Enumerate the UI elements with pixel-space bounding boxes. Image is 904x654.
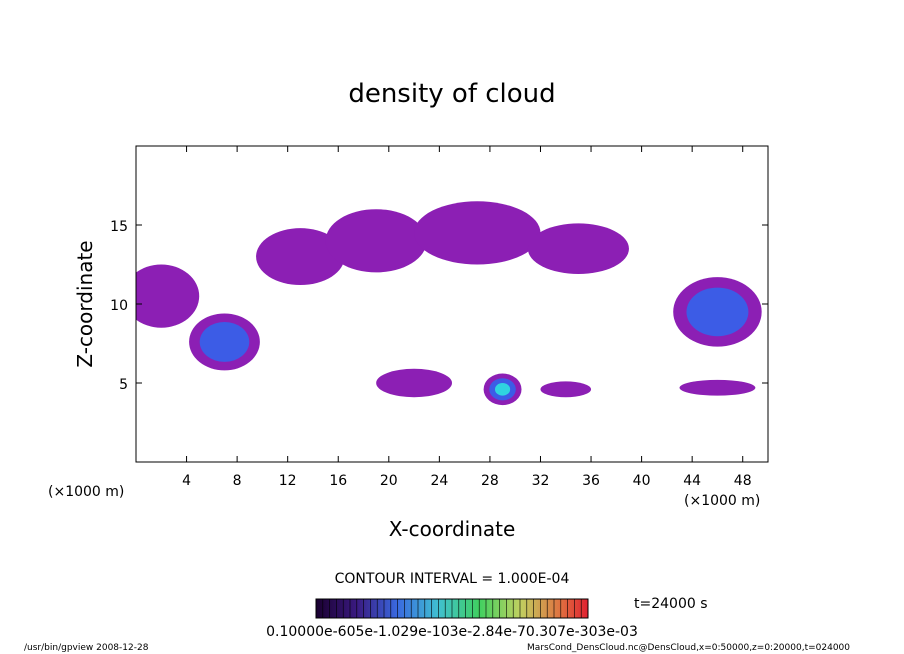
footer-left: /usr/bin/gpview 2008-12-28 bbox=[24, 643, 149, 653]
x-tick-label: 16 bbox=[329, 473, 347, 489]
cloud-core-level-2 bbox=[686, 287, 749, 337]
chart-title: density of cloud bbox=[348, 79, 555, 109]
x-unit-right: (×1000 m) bbox=[684, 493, 760, 509]
cloud-region bbox=[325, 209, 427, 273]
y-axis: 5 10 15 bbox=[110, 219, 768, 393]
x-tick-label: 12 bbox=[279, 473, 297, 489]
x-tick-label: 48 bbox=[734, 473, 752, 489]
x-tick-label: 40 bbox=[633, 473, 651, 489]
cloud-region bbox=[414, 201, 541, 265]
x-tick-label: 36 bbox=[582, 473, 600, 489]
cloud-core-level-2 bbox=[199, 322, 250, 362]
y-axis-label: Z-coordinate bbox=[73, 240, 97, 367]
x-tick-label: 44 bbox=[683, 473, 701, 489]
x-tick-label: 20 bbox=[380, 473, 398, 489]
time-label: t=24000 s bbox=[634, 596, 708, 612]
cloud-region bbox=[256, 228, 345, 286]
contour-interval-label: CONTOUR INTERVAL = 1.000E-04 bbox=[335, 571, 570, 587]
x-unit-left: (×1000 m) bbox=[48, 484, 124, 500]
x-tick-label: 4 bbox=[182, 473, 191, 489]
cloud-region bbox=[527, 223, 629, 274]
x-tick-label: 8 bbox=[233, 473, 242, 489]
cloud-region bbox=[376, 368, 452, 398]
y-tick-label: 15 bbox=[110, 219, 128, 235]
colorbar-labels: 0.10000e-605e-1.029e-103e-2.84e-70.307e-… bbox=[266, 624, 638, 640]
cloud-region bbox=[136, 264, 200, 328]
cloud-density-field bbox=[136, 201, 762, 406]
x-tick-label: 24 bbox=[430, 473, 448, 489]
footer-right: MarsCond_DensCloud.nc@DensCloud,x=0:5000… bbox=[527, 643, 850, 653]
colorbar-ticks bbox=[322, 599, 582, 618]
cloud-region bbox=[679, 379, 756, 396]
cloud-region bbox=[540, 381, 592, 398]
x-axis-label: X-coordinate bbox=[389, 517, 516, 541]
y-tick-label: 5 bbox=[119, 377, 128, 393]
y-tick-label: 10 bbox=[110, 298, 128, 314]
plot-frame bbox=[135, 145, 769, 463]
x-axis: 4 8 12 16 20 24 28 32 36 40 44 48 bbox=[182, 146, 752, 489]
x-tick-label: 28 bbox=[481, 473, 499, 489]
cloud-core-level-3 bbox=[494, 383, 511, 396]
x-tick-label: 32 bbox=[532, 473, 550, 489]
